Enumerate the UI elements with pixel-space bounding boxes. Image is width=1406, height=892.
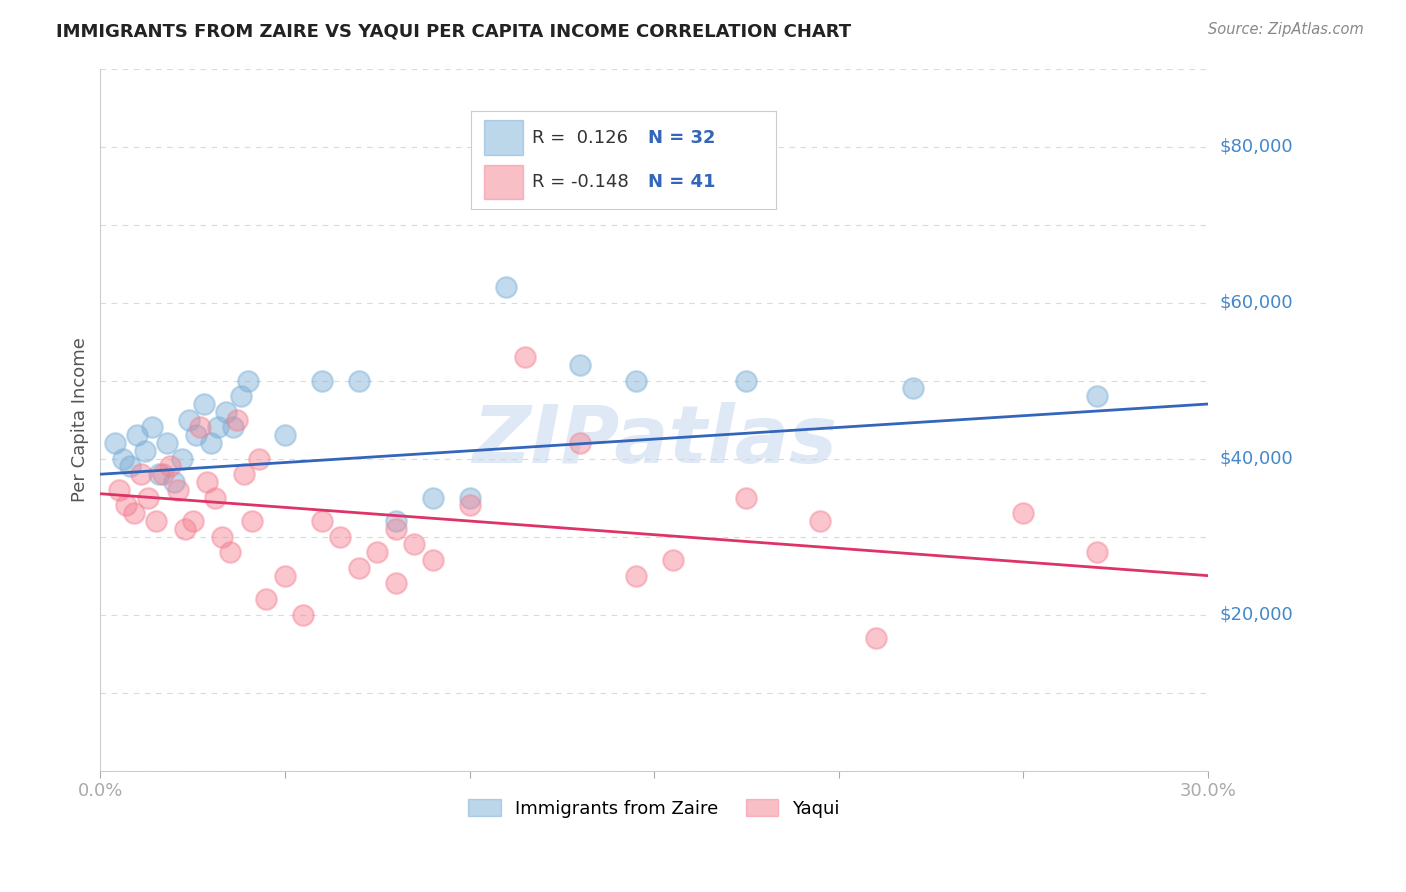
Point xyxy=(167,483,190,497)
Point xyxy=(240,514,263,528)
Point xyxy=(901,381,924,395)
Point xyxy=(274,428,297,442)
Point xyxy=(156,436,179,450)
Point xyxy=(1085,545,1108,559)
Point xyxy=(495,280,517,294)
Point xyxy=(159,459,181,474)
Point xyxy=(513,350,536,364)
Text: ZIPatlas: ZIPatlas xyxy=(471,401,837,480)
Point xyxy=(104,436,127,450)
Point xyxy=(384,522,406,536)
Point xyxy=(211,530,233,544)
Point xyxy=(384,576,406,591)
Point xyxy=(233,467,256,482)
Text: $60,000: $60,000 xyxy=(1219,293,1292,311)
Point xyxy=(226,412,249,426)
Point xyxy=(458,491,481,505)
Point xyxy=(215,405,238,419)
Point xyxy=(186,428,208,442)
Point xyxy=(256,592,278,607)
Point xyxy=(624,568,647,582)
Point xyxy=(569,436,592,450)
Point xyxy=(122,506,145,520)
Point xyxy=(163,475,186,489)
Point xyxy=(1085,389,1108,403)
Point xyxy=(129,467,152,482)
Legend: Immigrants from Zaire, Yaqui: Immigrants from Zaire, Yaqui xyxy=(461,792,848,825)
Point xyxy=(311,514,333,528)
Point xyxy=(347,374,370,388)
Point xyxy=(236,374,259,388)
Text: $40,000: $40,000 xyxy=(1219,450,1292,467)
Point xyxy=(422,553,444,567)
Text: $20,000: $20,000 xyxy=(1219,606,1292,624)
Point xyxy=(204,491,226,505)
Point xyxy=(1012,506,1035,520)
Point xyxy=(174,522,197,536)
Point xyxy=(347,561,370,575)
Point xyxy=(181,514,204,528)
Point xyxy=(569,358,592,372)
Point xyxy=(200,436,222,450)
Point xyxy=(138,491,160,505)
Point xyxy=(247,451,270,466)
Point xyxy=(311,374,333,388)
Point xyxy=(274,568,297,582)
Point xyxy=(193,397,215,411)
Point xyxy=(197,475,219,489)
Point xyxy=(384,514,406,528)
Y-axis label: Per Capita Income: Per Capita Income xyxy=(72,337,89,502)
Point xyxy=(218,545,240,559)
Text: $80,000: $80,000 xyxy=(1219,137,1292,155)
Point xyxy=(118,459,141,474)
Point xyxy=(661,178,683,193)
Point xyxy=(134,443,156,458)
Point xyxy=(735,491,758,505)
Point xyxy=(458,499,481,513)
Point xyxy=(366,545,388,559)
Point xyxy=(404,537,426,551)
Point xyxy=(624,374,647,388)
Point xyxy=(329,530,352,544)
Point xyxy=(808,514,831,528)
Text: IMMIGRANTS FROM ZAIRE VS YAQUI PER CAPITA INCOME CORRELATION CHART: IMMIGRANTS FROM ZAIRE VS YAQUI PER CAPIT… xyxy=(56,22,852,40)
Point xyxy=(422,491,444,505)
Point xyxy=(145,514,167,528)
Text: Source: ZipAtlas.com: Source: ZipAtlas.com xyxy=(1208,22,1364,37)
Point xyxy=(152,467,174,482)
Point xyxy=(148,467,170,482)
Point xyxy=(735,374,758,388)
Point xyxy=(170,451,193,466)
Point xyxy=(292,607,315,622)
Point xyxy=(111,451,134,466)
Point xyxy=(141,420,163,434)
Point xyxy=(115,499,138,513)
Point xyxy=(127,428,149,442)
Point xyxy=(188,420,211,434)
Point xyxy=(108,483,131,497)
Point xyxy=(222,420,245,434)
Point xyxy=(865,631,887,645)
Point xyxy=(661,553,683,567)
Point xyxy=(229,389,252,403)
Point xyxy=(207,420,229,434)
Point xyxy=(177,412,200,426)
